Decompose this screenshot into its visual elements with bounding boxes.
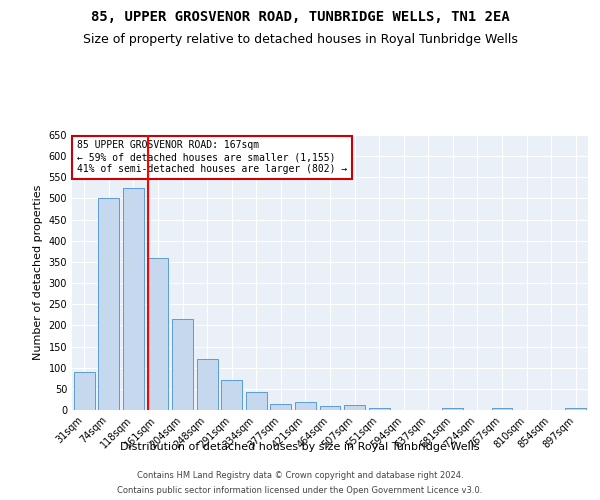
Text: Contains public sector information licensed under the Open Government Licence v3: Contains public sector information licen… <box>118 486 482 495</box>
Text: Distribution of detached houses by size in Royal Tunbridge Wells: Distribution of detached houses by size … <box>120 442 480 452</box>
Bar <box>368 408 389 410</box>
Bar <box>565 408 586 410</box>
Bar <box>320 406 340 410</box>
Bar <box>197 359 218 410</box>
Bar <box>74 372 95 410</box>
Bar <box>148 258 169 410</box>
Bar <box>246 392 267 410</box>
Y-axis label: Number of detached properties: Number of detached properties <box>33 185 43 360</box>
Text: 85 UPPER GROSVENOR ROAD: 167sqm
← 59% of detached houses are smaller (1,155)
41%: 85 UPPER GROSVENOR ROAD: 167sqm ← 59% of… <box>77 140 347 173</box>
Bar <box>491 408 512 410</box>
Text: Size of property relative to detached houses in Royal Tunbridge Wells: Size of property relative to detached ho… <box>83 32 517 46</box>
Bar <box>221 380 242 410</box>
Bar <box>172 319 193 410</box>
Text: Contains HM Land Registry data © Crown copyright and database right 2024.: Contains HM Land Registry data © Crown c… <box>137 471 463 480</box>
Bar <box>123 188 144 410</box>
Bar <box>98 198 119 410</box>
Text: 85, UPPER GROSVENOR ROAD, TUNBRIDGE WELLS, TN1 2EA: 85, UPPER GROSVENOR ROAD, TUNBRIDGE WELL… <box>91 10 509 24</box>
Bar <box>442 408 463 410</box>
Bar <box>295 402 316 410</box>
Bar <box>344 405 365 410</box>
Bar <box>271 404 292 410</box>
